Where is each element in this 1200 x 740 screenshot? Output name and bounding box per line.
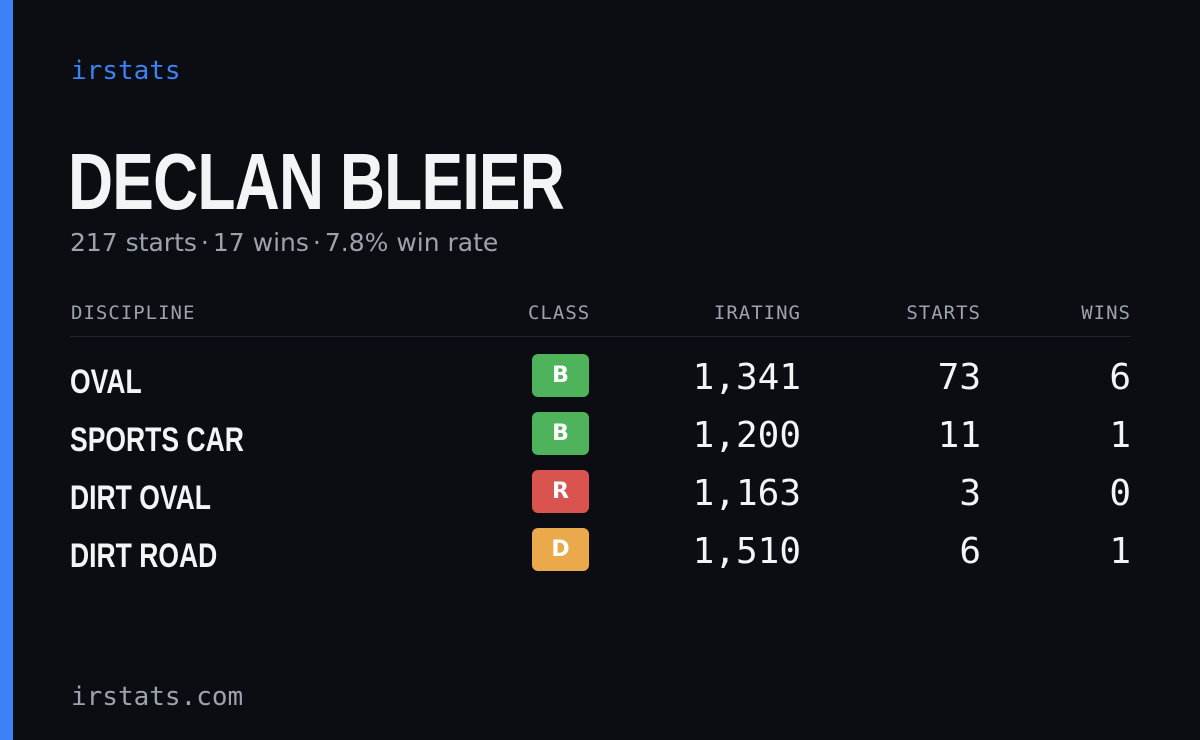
wins-value: 1 xyxy=(1109,531,1131,572)
header-starts: STARTS xyxy=(906,302,981,324)
class-badge: B xyxy=(532,354,589,397)
separator: · xyxy=(312,228,321,257)
table-row: SPORTS CAR B 1,200 11 1 xyxy=(0,412,1200,470)
starts-value: 73 xyxy=(937,357,981,398)
wins-value: 1 xyxy=(1109,415,1131,456)
driver-name: DECLAN BLEIER xyxy=(68,137,565,226)
irating-value: 1,510 xyxy=(692,531,801,572)
header-discipline: DISCIPLINE xyxy=(71,302,196,324)
brand-logo: irstats xyxy=(71,56,181,86)
separator: · xyxy=(200,228,209,257)
table-row: DIRT OVAL R 1,163 3 0 xyxy=(0,470,1200,528)
wins-value: 6 xyxy=(1109,357,1131,398)
irating-value: 1,341 xyxy=(692,357,801,398)
class-badge: R xyxy=(532,470,589,513)
wins-summary: 17 wins xyxy=(212,228,309,257)
header-wins: WINS xyxy=(1081,302,1131,324)
table-row: OVAL B 1,341 73 6 xyxy=(0,354,1200,412)
driver-summary: 217 starts · 17 wins · 7.8% win rate xyxy=(70,228,498,257)
discipline-name: DIRT ROAD xyxy=(70,537,218,575)
irating-value: 1,200 xyxy=(692,415,801,456)
discipline-name: OVAL xyxy=(70,363,142,401)
wins-value: 0 xyxy=(1109,473,1131,514)
table-row: DIRT ROAD D 1,510 6 1 xyxy=(0,528,1200,586)
header-class: CLASS xyxy=(528,302,591,324)
discipline-name: DIRT OVAL xyxy=(70,479,211,517)
starts-value: 6 xyxy=(959,531,981,572)
starts-summary: 217 starts xyxy=(70,228,197,257)
header-divider xyxy=(70,336,1131,337)
win-rate-summary: 7.8% win rate xyxy=(324,228,499,257)
header-irating: IRATING xyxy=(713,302,801,324)
class-badge: D xyxy=(532,528,589,571)
discipline-name: SPORTS CAR xyxy=(70,421,244,459)
starts-value: 11 xyxy=(937,415,981,456)
starts-value: 3 xyxy=(959,473,981,514)
footer-url: irstats.com xyxy=(71,682,244,712)
irating-value: 1,163 xyxy=(692,473,801,514)
class-badge: B xyxy=(532,412,589,455)
accent-bar xyxy=(0,0,13,740)
